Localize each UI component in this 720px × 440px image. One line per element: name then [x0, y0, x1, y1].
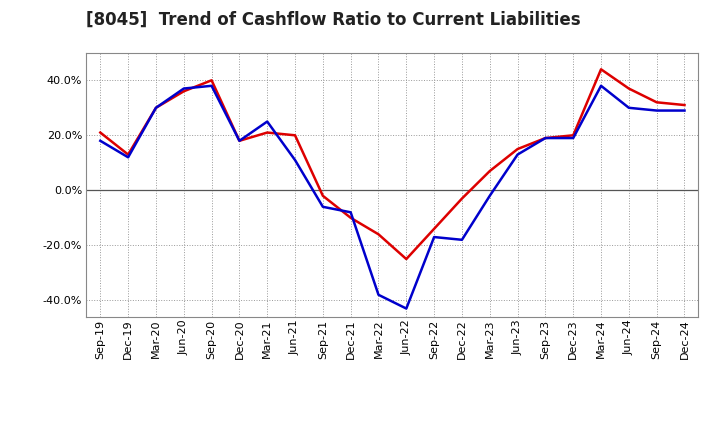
- Text: [8045]  Trend of Cashflow Ratio to Current Liabilities: [8045] Trend of Cashflow Ratio to Curren…: [86, 11, 581, 29]
